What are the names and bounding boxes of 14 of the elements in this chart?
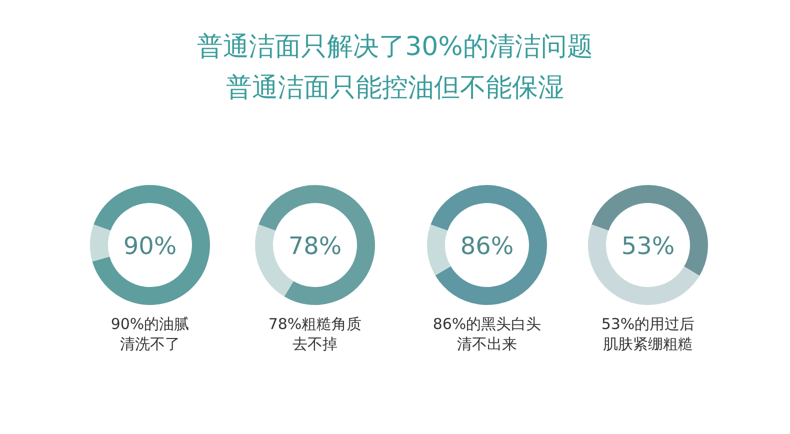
text: 去不掉 xyxy=(292,335,338,353)
text: 78%粗糙角质 xyxy=(268,315,362,333)
text: 普通洁面只解决了30%的清洁问题 xyxy=(197,32,593,62)
text: 肌肤紧绷粗糙 xyxy=(603,335,693,353)
text: 86%的黑头白头 xyxy=(432,315,542,333)
text: 90%的油腻 xyxy=(110,315,190,333)
text: 78% xyxy=(288,232,342,260)
text: 普通洁面只能控油但不能保湿 xyxy=(226,73,564,103)
text: 90% xyxy=(123,232,177,260)
text: 清不出来 xyxy=(457,335,517,353)
text: 86% xyxy=(460,232,514,260)
text: 清洗不了 xyxy=(120,335,180,353)
text: 53%的用过后 xyxy=(601,315,695,333)
text: 53% xyxy=(621,232,675,260)
